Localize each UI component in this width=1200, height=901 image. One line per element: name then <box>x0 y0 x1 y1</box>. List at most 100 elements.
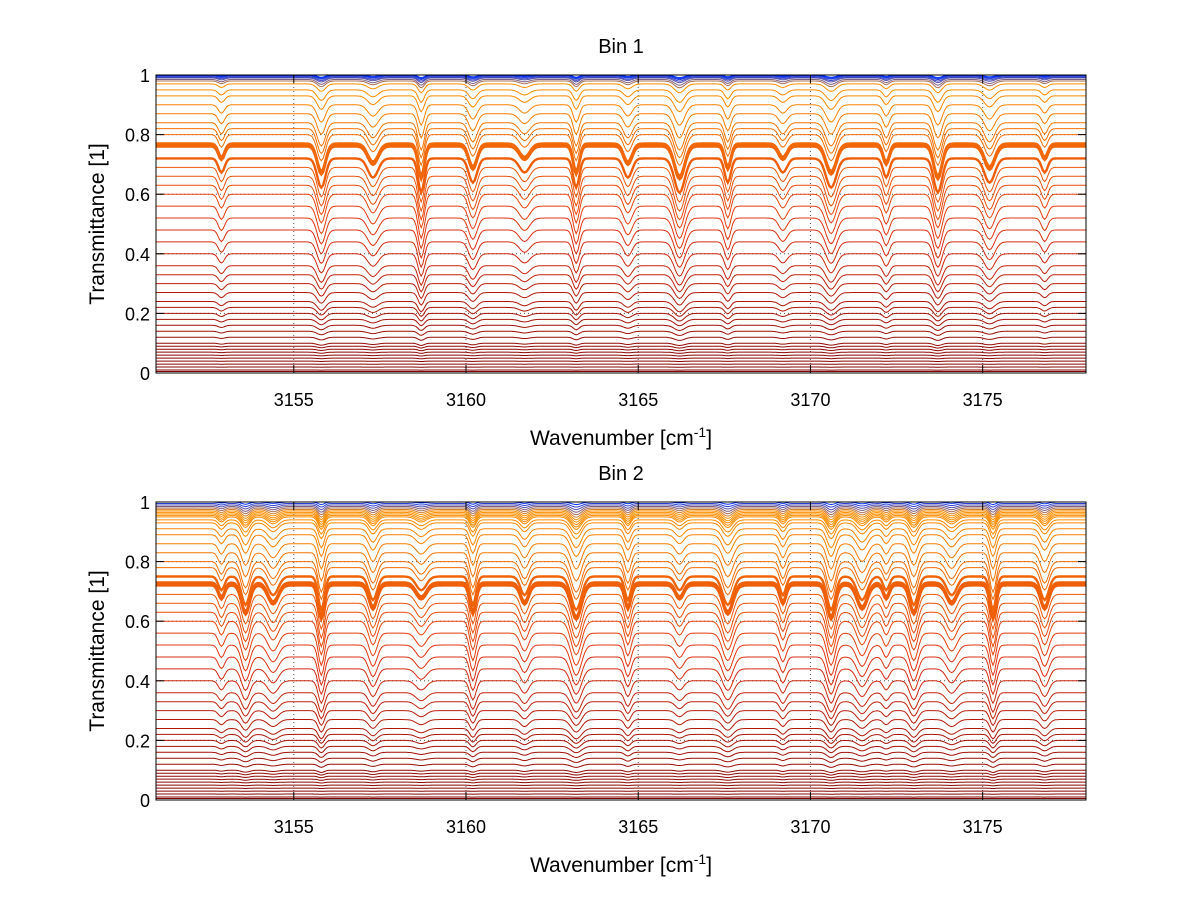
series-line <box>156 567 1086 601</box>
series-line <box>156 593 1086 631</box>
series-line <box>156 274 1086 293</box>
series-line <box>156 727 1086 740</box>
axes-box <box>155 74 1087 374</box>
series-line <box>156 507 1086 516</box>
series-line <box>156 348 1086 352</box>
series-line <box>156 354 1086 357</box>
axis-ticks: 3155 3160 3165 3170 3175 0 0.2 0.4 0.6 0.8 1 <box>125 66 1086 410</box>
series-line <box>156 229 1086 260</box>
series-line <box>156 351 1086 354</box>
series-line <box>156 778 1086 781</box>
series-line <box>156 75 1086 80</box>
series-line <box>156 701 1086 720</box>
series-line <box>156 632 1086 667</box>
series-line <box>156 217 1086 250</box>
series-line <box>156 301 1086 313</box>
series-line <box>156 336 1086 341</box>
y-tick-label: 0.2 <box>125 731 150 751</box>
series-line <box>156 710 1086 727</box>
series-line <box>156 668 1086 696</box>
series-line <box>156 184 1086 222</box>
x-axis-label: Wavenumber [cm-1] <box>530 424 712 450</box>
series-line <box>156 602 1086 640</box>
series-line <box>156 142 1086 180</box>
series-line <box>156 733 1086 745</box>
series-line <box>156 80 1086 89</box>
y-tick-label: 0.4 <box>125 672 150 692</box>
series-line <box>156 318 1086 327</box>
x-tick-label: 3155 <box>274 390 314 410</box>
series-line <box>156 751 1086 759</box>
series-line <box>156 283 1086 300</box>
series-line <box>156 76 1086 82</box>
series-line <box>156 772 1086 776</box>
series-line <box>156 241 1086 269</box>
series-line <box>156 784 1086 787</box>
series-line <box>156 692 1086 714</box>
series-line <box>156 122 1086 152</box>
series-line <box>156 656 1086 687</box>
series-line <box>156 757 1086 763</box>
series-line <box>156 113 1086 140</box>
series-line <box>156 763 1086 768</box>
series-line <box>156 312 1086 322</box>
series-line <box>156 157 1086 197</box>
series-line <box>156 528 1086 549</box>
x-tick-label: 3170 <box>790 817 830 837</box>
series-line <box>156 504 1086 511</box>
chart-title: Bin 1 <box>598 36 644 58</box>
series-line <box>156 502 1086 508</box>
x-tick-label: 3160 <box>446 390 486 410</box>
series-line <box>156 79 1086 86</box>
series-line <box>156 75 1086 81</box>
series-line <box>156 83 1086 94</box>
series-line <box>156 552 1086 583</box>
series-line <box>156 543 1086 571</box>
series-line <box>156 345 1086 349</box>
series-line <box>156 511 1086 523</box>
x-tick-label: 3160 <box>446 817 486 837</box>
series-line <box>156 134 1086 167</box>
series-line <box>156 680 1086 705</box>
y-tick-label: 0.6 <box>125 612 150 632</box>
x-tick-label: 3175 <box>963 390 1003 410</box>
series-line <box>156 166 1086 204</box>
series-line <box>156 330 1086 336</box>
y-tick-label: 0 <box>140 364 150 384</box>
series-line <box>156 516 1086 531</box>
series-line <box>156 506 1086 513</box>
series-line <box>156 510 1086 521</box>
x-tick-label: 3170 <box>790 390 830 410</box>
series-line <box>156 581 1086 621</box>
x-tick-label: 3165 <box>618 390 658 410</box>
axis-ticks: 3155 3160 3165 3170 3175 0 0.2 0.4 0.6 0.8 1 <box>125 493 1086 837</box>
series-line <box>156 620 1086 657</box>
series-line <box>156 265 1086 287</box>
series-line <box>156 561 1086 594</box>
x-tick-label: 3165 <box>618 817 658 837</box>
x-tick-label: 3175 <box>963 817 1003 837</box>
y-axis-label: Transmittance [1] <box>86 143 109 304</box>
series-line <box>156 128 1086 160</box>
series-line <box>156 357 1086 360</box>
series-line <box>156 104 1086 127</box>
series-line <box>156 306 1086 318</box>
series-line <box>156 508 1086 518</box>
subplot-bin-2: 3155 3160 3165 3170 3175 0 0.2 0.4 0.6 0.8 1 Bin 2… <box>86 463 1087 877</box>
plot-area <box>156 75 1086 373</box>
series-line <box>156 611 1086 649</box>
series-line <box>156 745 1086 754</box>
series-line <box>156 514 1086 528</box>
series-line <box>156 292 1086 306</box>
series-line <box>156 769 1086 774</box>
y-tick-label: 1 <box>140 66 150 86</box>
series-line <box>156 534 1086 558</box>
series-line <box>156 175 1086 213</box>
series-line <box>156 193 1086 230</box>
series-line <box>156 644 1086 677</box>
series-line <box>156 522 1086 540</box>
y-tick-label: 0.4 <box>125 245 150 265</box>
series-group <box>156 75 1086 373</box>
series-line <box>156 513 1086 526</box>
series-line <box>156 77 1086 84</box>
